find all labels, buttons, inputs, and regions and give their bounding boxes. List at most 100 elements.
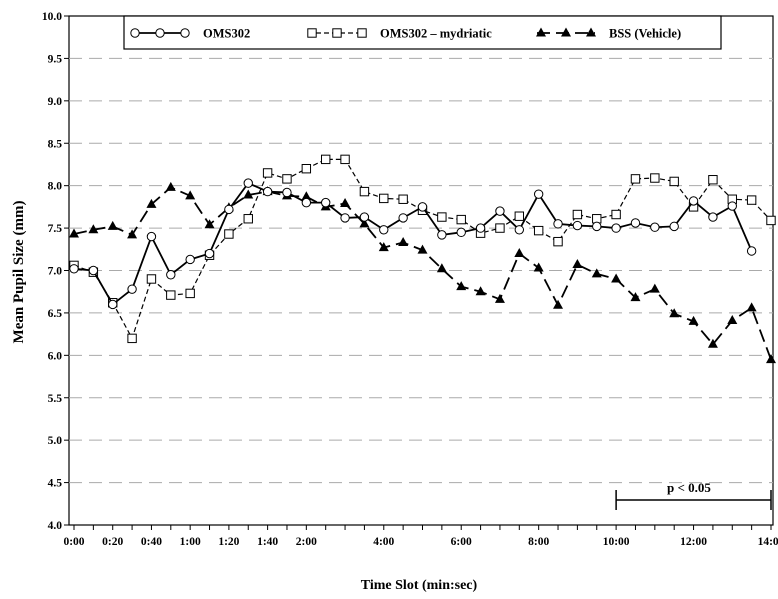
data-point — [69, 264, 79, 274]
data-point — [746, 195, 757, 205]
data-point — [708, 212, 718, 222]
data-point — [553, 236, 563, 247]
y-tick-label: 9.5 — [48, 53, 63, 65]
data-point — [417, 244, 428, 254]
x-tick-label: 1:40 — [257, 536, 278, 548]
data-point — [88, 265, 99, 276]
data-point — [437, 212, 447, 222]
series-lines — [69, 154, 776, 364]
data-point — [243, 214, 253, 224]
data-point — [514, 248, 525, 258]
annotation-label: p < 0.05 — [667, 480, 711, 495]
data-point — [495, 206, 505, 216]
data-point — [553, 299, 564, 309]
data-point — [282, 187, 292, 198]
data-point — [475, 286, 486, 296]
legend-label: OMS302 — [203, 27, 250, 41]
data-point — [359, 212, 370, 222]
legend-marker — [561, 27, 571, 37]
x-tick-label: 14:00 — [758, 536, 778, 548]
y-tick-label: 5.0 — [48, 435, 63, 447]
series-oms302 — [69, 178, 757, 310]
data-point — [707, 338, 718, 348]
data-point — [359, 218, 370, 228]
data-point — [650, 173, 660, 183]
data-point — [146, 274, 157, 284]
data-point — [708, 175, 718, 185]
x-tick-label: 4:00 — [373, 536, 394, 548]
x-axis-label: Time Slot (min:sec) — [361, 578, 478, 593]
data-point — [591, 268, 602, 278]
data-point — [224, 229, 234, 239]
y-tick-label: 8.0 — [48, 181, 63, 193]
x-tick-label: 1:20 — [218, 536, 239, 548]
data-point — [514, 225, 525, 235]
legend-box — [123, 15, 722, 50]
legend-marker — [332, 28, 342, 38]
grid-lines — [68, 15, 774, 526]
data-point — [727, 201, 737, 211]
data-point — [456, 214, 466, 225]
legend-entry: OMS302 — [130, 27, 250, 41]
x-tick-label: 1:00 — [180, 536, 201, 548]
data-point — [88, 224, 99, 234]
data-point — [185, 254, 195, 265]
data-point — [166, 270, 176, 280]
x-tick-label: 0:40 — [141, 536, 162, 548]
data-point — [69, 228, 79, 238]
data-point — [688, 315, 699, 325]
data-point — [649, 283, 660, 293]
data-point — [494, 293, 505, 303]
legend: OMS302 OMS302 – mydriatic BSS (Vehicle) — [123, 15, 722, 50]
data-point — [456, 281, 467, 291]
data-point — [224, 204, 234, 215]
data-point — [204, 219, 215, 229]
y-tick-label: 8.5 — [48, 138, 63, 150]
data-point — [146, 231, 157, 242]
data-point — [262, 168, 273, 178]
data-point — [669, 221, 679, 232]
data-point — [379, 225, 389, 235]
data-point — [359, 186, 370, 197]
legend-marker — [586, 27, 596, 37]
data-point — [301, 164, 312, 174]
data-point — [185, 288, 195, 299]
data-point — [766, 354, 776, 364]
data-point — [533, 189, 544, 199]
data-point — [417, 202, 428, 212]
data-point — [379, 193, 389, 204]
data-point — [727, 315, 738, 325]
data-point — [107, 220, 118, 230]
data-point — [572, 209, 583, 220]
data-point — [611, 223, 621, 233]
data-point — [165, 181, 176, 191]
data-point — [475, 223, 486, 233]
data-point — [456, 227, 466, 238]
y-tick-label: 6.5 — [48, 308, 63, 320]
data-point — [301, 191, 312, 201]
y-tick-label: 4.0 — [48, 520, 63, 532]
data-point — [533, 225, 544, 236]
data-point — [340, 197, 351, 207]
data-point — [766, 215, 776, 226]
data-point — [398, 213, 408, 223]
y-tick-label: 7.5 — [48, 223, 63, 235]
data-point — [669, 308, 680, 318]
data-point — [592, 221, 602, 232]
data-point — [243, 178, 253, 188]
y-axis-label: Mean Pupil Size (mm) — [11, 201, 27, 344]
data-point — [378, 242, 389, 252]
y-axis: 4.0 4.5 5.0 5.5 6.0 6.5 7.0 7.5 8.0 8.5 9.0 9.5 10.0 — [42, 11, 69, 532]
legend-label: BSS (Vehicle) — [609, 27, 681, 41]
data-point — [495, 223, 505, 233]
x-tick-label: 0:20 — [102, 536, 123, 548]
data-point — [572, 220, 583, 231]
data-point — [572, 259, 583, 269]
data-point — [185, 190, 196, 200]
data-point — [108, 299, 118, 310]
data-point — [688, 196, 699, 206]
y-tick-label: 6.0 — [48, 350, 63, 362]
data-point — [127, 333, 137, 344]
legend-entry: BSS (Vehicle) — [536, 27, 681, 41]
